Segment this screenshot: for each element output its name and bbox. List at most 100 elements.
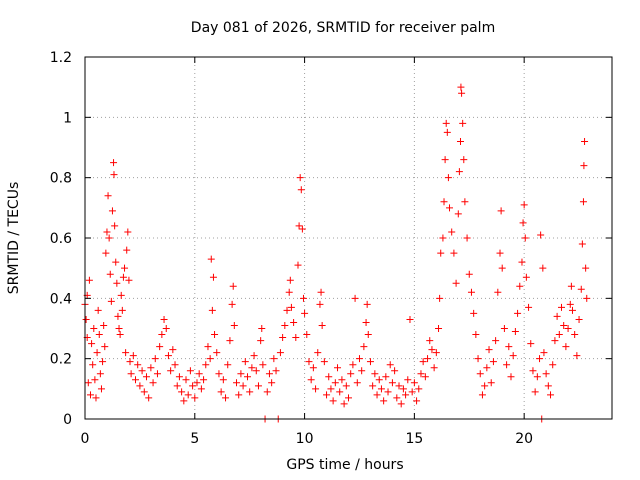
data-point [235,391,243,399]
data-point [118,306,126,314]
data-point [292,334,300,342]
data-point [571,331,579,339]
data-point [577,285,585,293]
data-point [371,370,379,378]
data-point [415,385,423,393]
data-point [516,282,524,290]
data-point [497,207,505,215]
data-point [257,337,265,345]
data-point [195,370,203,378]
data-point [122,349,130,357]
data-point [175,373,183,381]
data-point [566,300,574,308]
data-point [494,288,502,296]
data-point [540,349,548,357]
data-point [309,364,317,372]
data-point [363,300,371,308]
x-tick-label: 15 [405,431,423,447]
data-point [338,376,346,384]
data-point [487,379,495,387]
data-point [254,382,262,390]
data-point [386,361,394,369]
data-point [268,379,276,387]
data-point [325,373,333,381]
data-point [316,300,324,308]
y-tick-label: 1.2 [50,50,72,66]
data-point [283,306,291,314]
data-point [239,382,247,390]
data-point [97,385,105,393]
data-point [317,288,325,296]
data-point [217,388,225,396]
data-point [85,276,93,284]
data-point [455,168,463,176]
data-point [136,382,144,390]
data-point [419,358,427,366]
data-point [382,373,390,381]
data-point [215,370,223,378]
data-point [581,137,589,145]
data-point [116,331,124,339]
data-point [156,343,164,351]
data-point [296,174,304,182]
data-point [263,388,271,396]
data-point [349,361,357,369]
data-point [219,376,227,384]
data-point [511,328,519,336]
data-point [525,303,533,311]
data-point [184,391,192,399]
data-point [82,315,90,323]
data-point [470,309,478,317]
data-point [281,321,289,329]
data-point [443,128,451,136]
data-point [125,276,133,284]
data-point [489,358,497,366]
data-point [207,255,215,263]
data-point [444,174,452,182]
data-point [294,261,302,269]
data-point [259,361,267,369]
x-tick-label: 10 [296,431,314,447]
data-point [544,382,552,390]
data-point [336,388,344,396]
data-point [91,376,99,384]
data-point [290,318,298,326]
data-point [441,156,449,164]
data-point [362,318,370,326]
data-point [454,210,462,218]
data-point [279,334,287,342]
data-point [103,228,111,236]
data-point [485,346,493,354]
data-point [110,159,118,167]
data-point [527,340,535,348]
data-point [224,361,232,369]
data-point [580,162,588,170]
data-point [197,385,205,393]
data-point [178,388,186,396]
data-point [209,273,217,281]
data-point [360,343,368,351]
data-point [307,376,315,384]
data-point [457,83,465,91]
data-point [384,388,392,396]
data-point [265,370,273,378]
data-point [124,228,132,236]
data-point [297,186,305,194]
data-point [114,312,122,320]
data-point [483,364,491,372]
data-point [252,367,260,375]
data-point [318,321,326,329]
data-point [351,294,359,302]
data-point [233,379,241,387]
data-point [417,370,425,378]
data-point [96,370,104,378]
data-point [560,321,568,329]
data-point [522,273,530,281]
y-tick-label: 0.4 [50,291,72,307]
data-point [248,364,256,372]
data-point [542,370,550,378]
data-point [327,385,335,393]
data-point [115,325,123,332]
y-tick-label: 0 [63,412,72,428]
data-point [140,388,148,396]
